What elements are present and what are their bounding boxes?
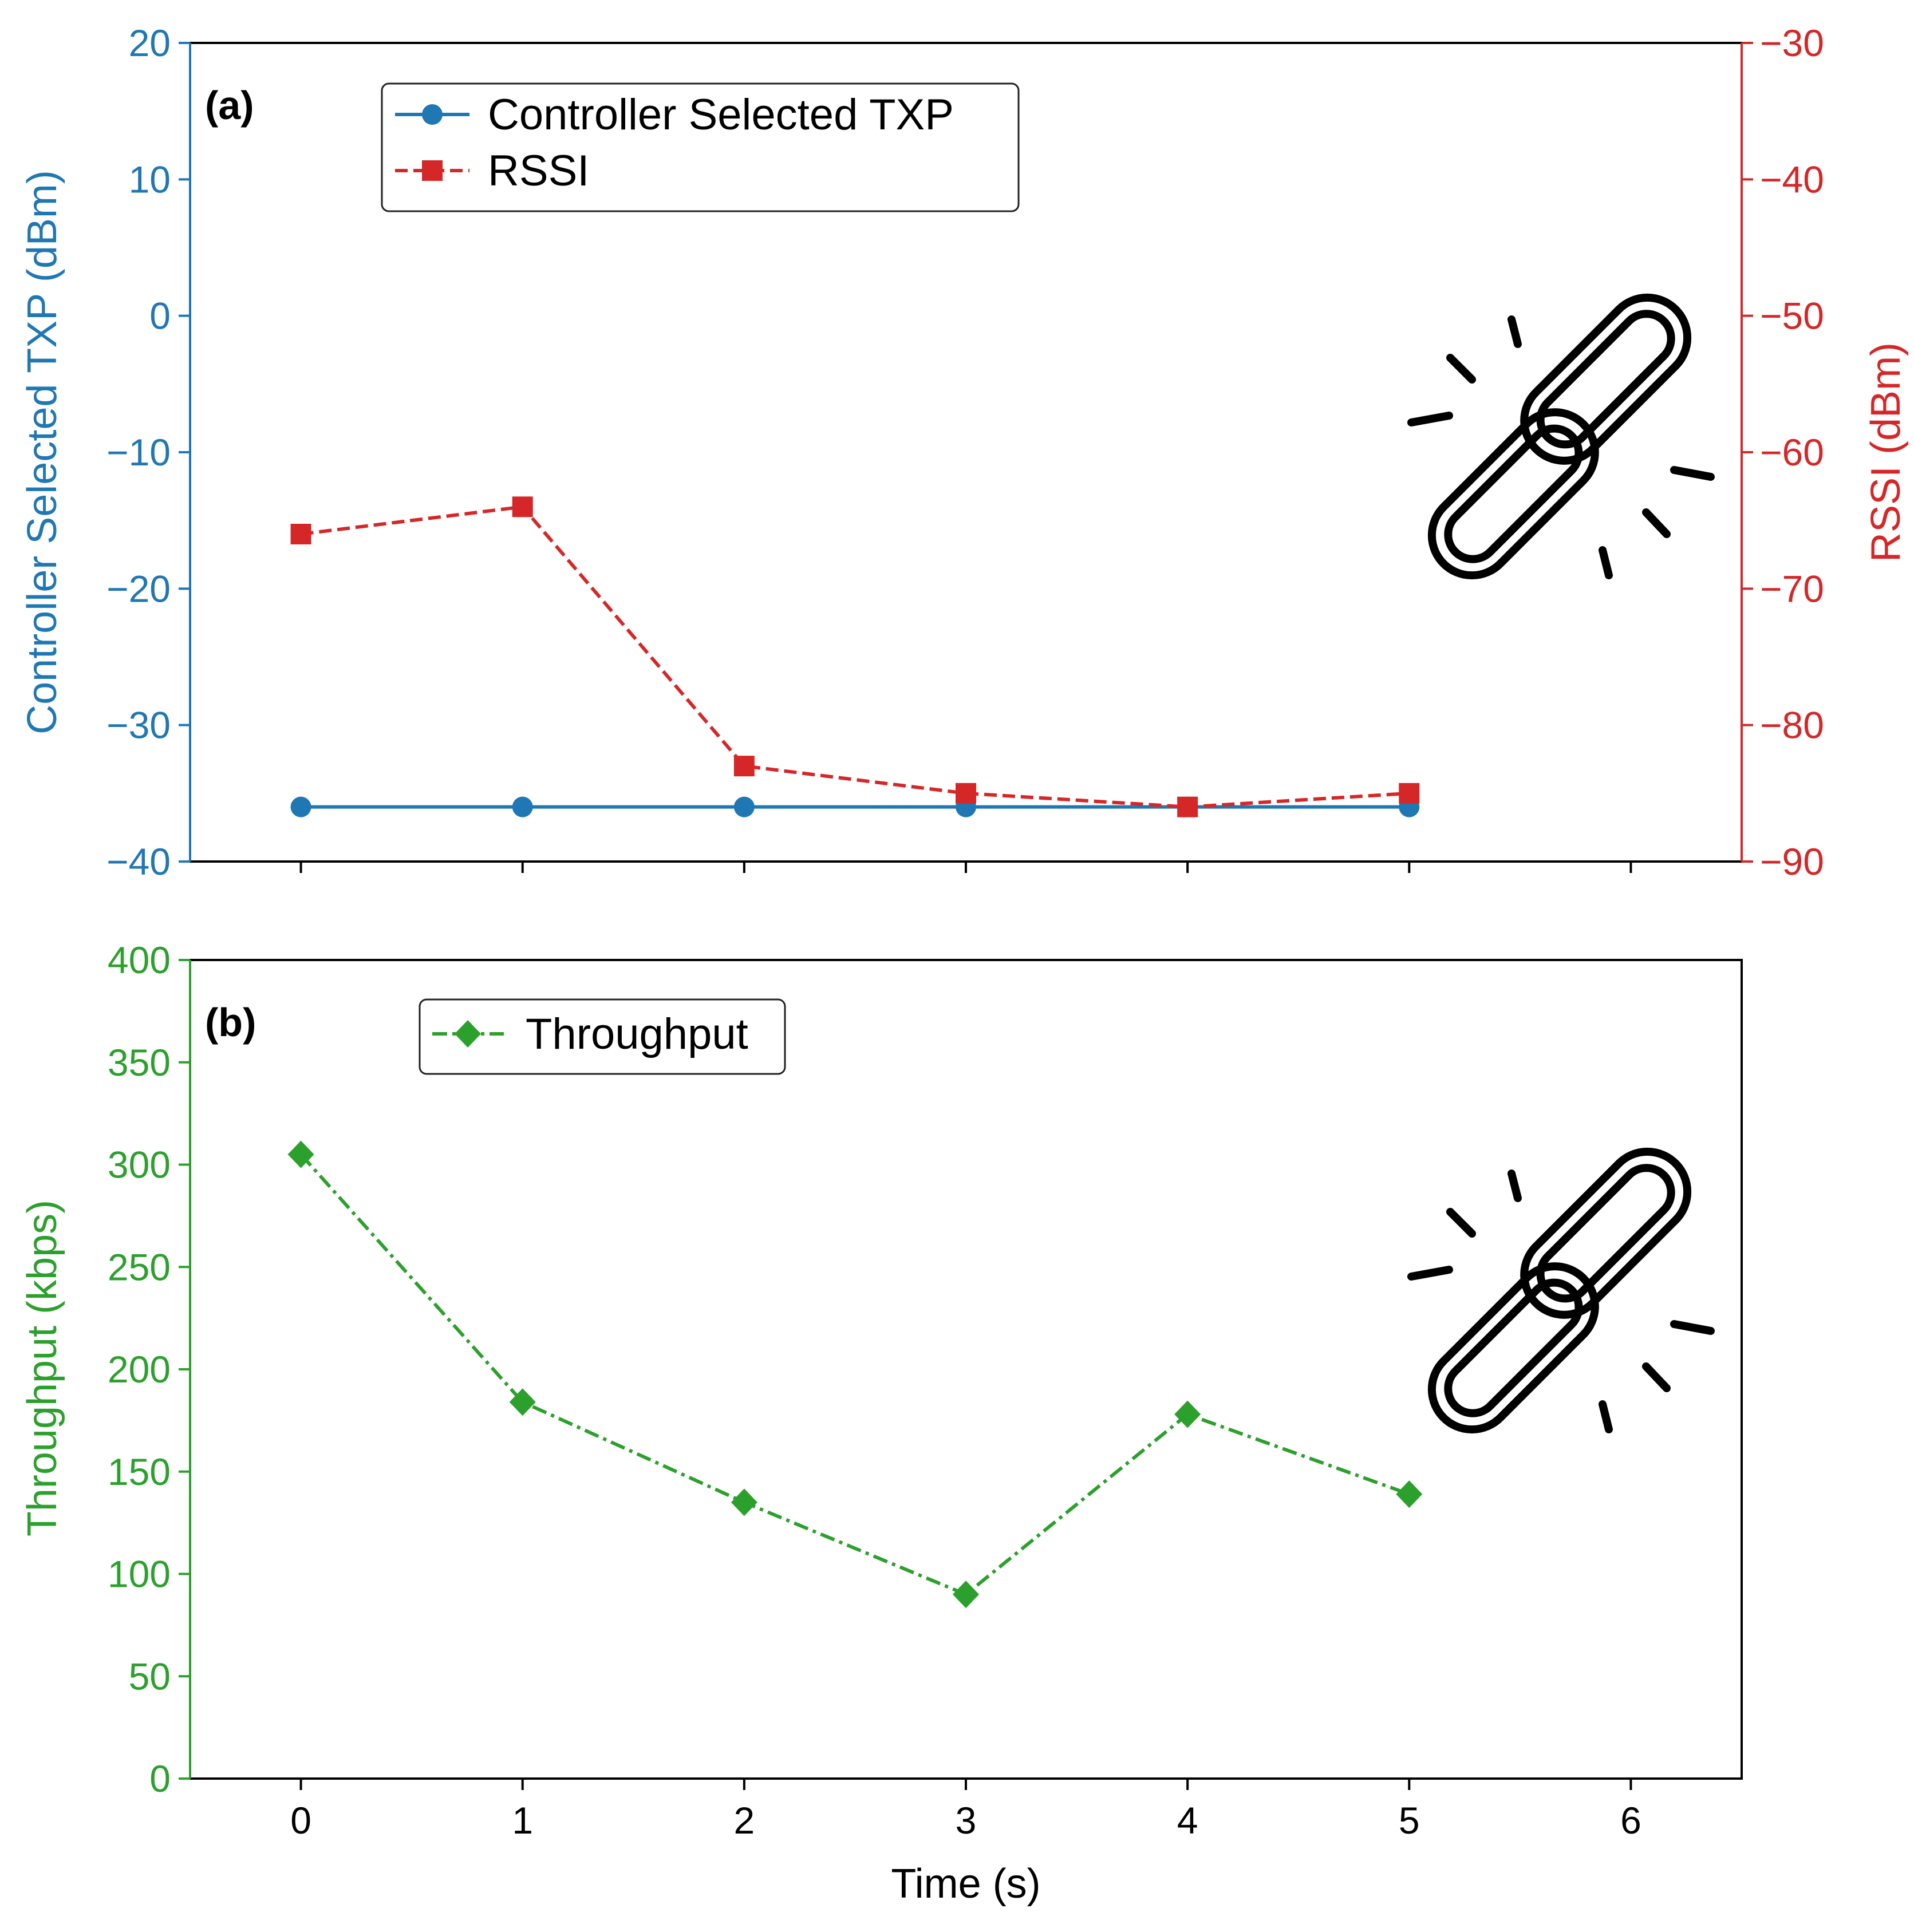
legend-marker-rssi — [422, 160, 443, 181]
panel-a-plot-content — [290, 496, 1420, 817]
data-point-rssi — [1177, 796, 1198, 817]
y-tick-label: 300 — [108, 1144, 171, 1186]
y-tick-label: 0 — [149, 1757, 171, 1800]
legend-label-throughput: Throughput — [526, 1010, 748, 1058]
panel-a-legend-box — [381, 82, 1020, 212]
data-point-txp — [733, 796, 755, 817]
panel-b-y-ticks: 400 350 300 250 200 150 100 50 0 — [108, 939, 190, 1800]
panel-b-x-ticks: 0 1 2 3 4 5 6 — [290, 1779, 1641, 1842]
x-tick-label: 6 — [1620, 1799, 1641, 1842]
data-point-rssi — [1399, 783, 1420, 804]
y2-tick-label: −70 — [1760, 567, 1824, 610]
data-point-throughput — [953, 1581, 979, 1609]
legend-entry-txp: Controller Selected TXP — [395, 90, 954, 139]
series-line-rssi — [301, 505, 1410, 809]
y-tick-label: −20 — [106, 567, 171, 610]
legend-label-rssi: RSSI — [488, 147, 589, 195]
x-axis-title: Time (s) — [891, 1861, 1040, 1907]
y2-tick-label: −80 — [1760, 704, 1824, 746]
panel-b: 400 350 300 250 200 150 100 50 0 0 1 2 3 4 5 6 Through… — [19, 939, 1743, 1907]
legend-label-txp: Controller Selected TXP — [488, 90, 954, 139]
data-point-throughput — [1396, 1480, 1423, 1508]
panel-b-label: (b) — [205, 1000, 256, 1045]
x-tick-label: 3 — [956, 1799, 977, 1842]
panel-a-left-y-ticks: 20 10 0 −10 −20 −30 −40 — [106, 22, 190, 883]
panel-a-y-axis-title: Controller Selected TXP (dBm) — [19, 170, 65, 734]
data-point-txp — [290, 796, 311, 817]
panel-a-legend: Controller Selected TXP RSSI — [381, 82, 1020, 212]
data-point-rssi — [956, 783, 976, 804]
y-tick-label: 250 — [108, 1246, 171, 1288]
data-point-txp — [512, 796, 533, 817]
y-tick-label: 200 — [108, 1348, 171, 1390]
x-tick-label: 2 — [733, 1799, 755, 1842]
y-tick-label: 50 — [129, 1655, 171, 1697]
y2-tick-label: −30 — [1760, 22, 1824, 64]
data-point-throughput — [509, 1388, 536, 1416]
panel-b-legend: Throughput — [419, 998, 786, 1075]
legend-marker-throughput — [455, 1020, 481, 1048]
data-point-throughput — [287, 1140, 314, 1168]
data-point-rssi — [512, 496, 533, 517]
y-tick-label: −30 — [106, 704, 171, 746]
panel-b-legend-box — [419, 998, 786, 1075]
y-tick-label: 10 — [129, 158, 171, 200]
y-tick-label: 100 — [108, 1553, 171, 1595]
data-point-rssi — [290, 524, 311, 544]
y-tick-label: 20 — [129, 22, 171, 64]
y-tick-label: 400 — [108, 939, 171, 981]
broken-chain-icon — [1407, 293, 1715, 580]
legend-entry-rssi: RSSI — [395, 147, 589, 195]
legend-marker-txp — [422, 104, 443, 125]
x-tick-label: 0 — [290, 1799, 311, 1842]
y-tick-label: 0 — [149, 295, 171, 337]
data-point-throughput — [1174, 1400, 1201, 1428]
panel-a-x-ticks — [299, 862, 1632, 873]
y-tick-label: 350 — [108, 1041, 171, 1084]
panel-a-label: (a) — [205, 83, 254, 128]
legend-entry-throughput: Throughput — [432, 1010, 748, 1058]
y2-tick-label: −90 — [1760, 840, 1824, 883]
panel-b-plot-content — [287, 1140, 1423, 1609]
y-tick-label: 150 — [108, 1451, 171, 1493]
x-tick-label: 5 — [1399, 1799, 1420, 1842]
x-tick-label: 1 — [512, 1799, 533, 1842]
panel-a-y2-axis-title: RSSI (dBm) — [1863, 342, 1909, 562]
y-tick-label: −10 — [106, 431, 171, 473]
y2-tick-label: −60 — [1760, 431, 1824, 473]
panel-b-y-axis-title: Throughput (kbps) — [19, 1200, 65, 1536]
x-tick-label: 4 — [1177, 1799, 1198, 1842]
data-point-throughput — [731, 1488, 757, 1516]
panel-a-right-y-ticks: −30 −40 −50 −60 −70 −80 −90 — [1742, 22, 1824, 883]
broken-chain-icon — [1407, 1147, 1715, 1434]
y2-tick-label: −40 — [1760, 158, 1824, 200]
data-point-rssi — [733, 756, 755, 777]
y2-tick-label: −50 — [1760, 295, 1824, 337]
y-tick-label: −40 — [106, 840, 171, 883]
series-line-throughput — [299, 1153, 1410, 1597]
